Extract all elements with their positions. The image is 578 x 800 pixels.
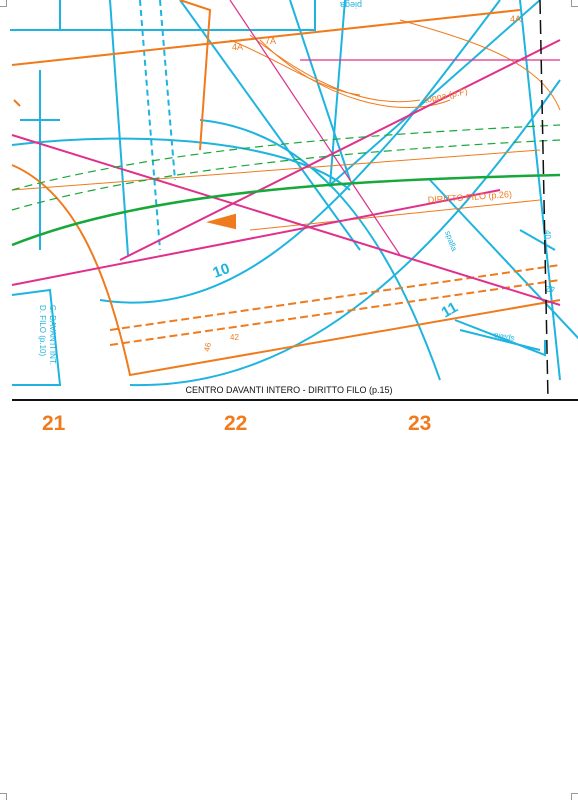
- label-spalla-1: spalla: [443, 230, 459, 253]
- label-piega: piega: [340, 0, 362, 10]
- label-size-46: 46: [202, 341, 213, 352]
- label-side-d: D. FILO (p.10): [38, 305, 47, 356]
- black-center-line: [12, 0, 578, 401]
- label-7a: 7A: [265, 36, 276, 46]
- label-piece-11: 11: [439, 299, 461, 322]
- crop-mark-bottom-right: [571, 793, 578, 800]
- page-number-22: 22: [224, 412, 248, 435]
- label-4a-top: 4A: [232, 42, 243, 52]
- magenta-pattern-lines: [11, 0, 561, 306]
- crop-mark-top-left: [0, 0, 7, 7]
- page-number-21: 21: [42, 412, 66, 435]
- crop-mark-top-right: [571, 0, 578, 7]
- label-spalla-2: spalla: [492, 331, 515, 344]
- green-pattern-lines: [11, 124, 561, 247]
- page-number-23: 23: [408, 412, 432, 435]
- label-side-c: C. DAVANTI INT.: [48, 305, 57, 365]
- label-4a-right: 4A: [510, 14, 521, 24]
- center-front-caption: CENTRO DAVANTI INTERO - DIRITTO FILO (p.…: [185, 385, 393, 395]
- label-size-42: 42: [230, 333, 239, 342]
- label-piece-10: 10: [211, 260, 232, 282]
- orange-pattern-lines: [11, 0, 561, 377]
- label-size-42-right: 42: [546, 284, 555, 293]
- crop-mark-bottom-left: [0, 793, 7, 800]
- label-size-40-right: 40: [543, 230, 552, 239]
- label-toppa: toppa (p.F): [423, 86, 468, 105]
